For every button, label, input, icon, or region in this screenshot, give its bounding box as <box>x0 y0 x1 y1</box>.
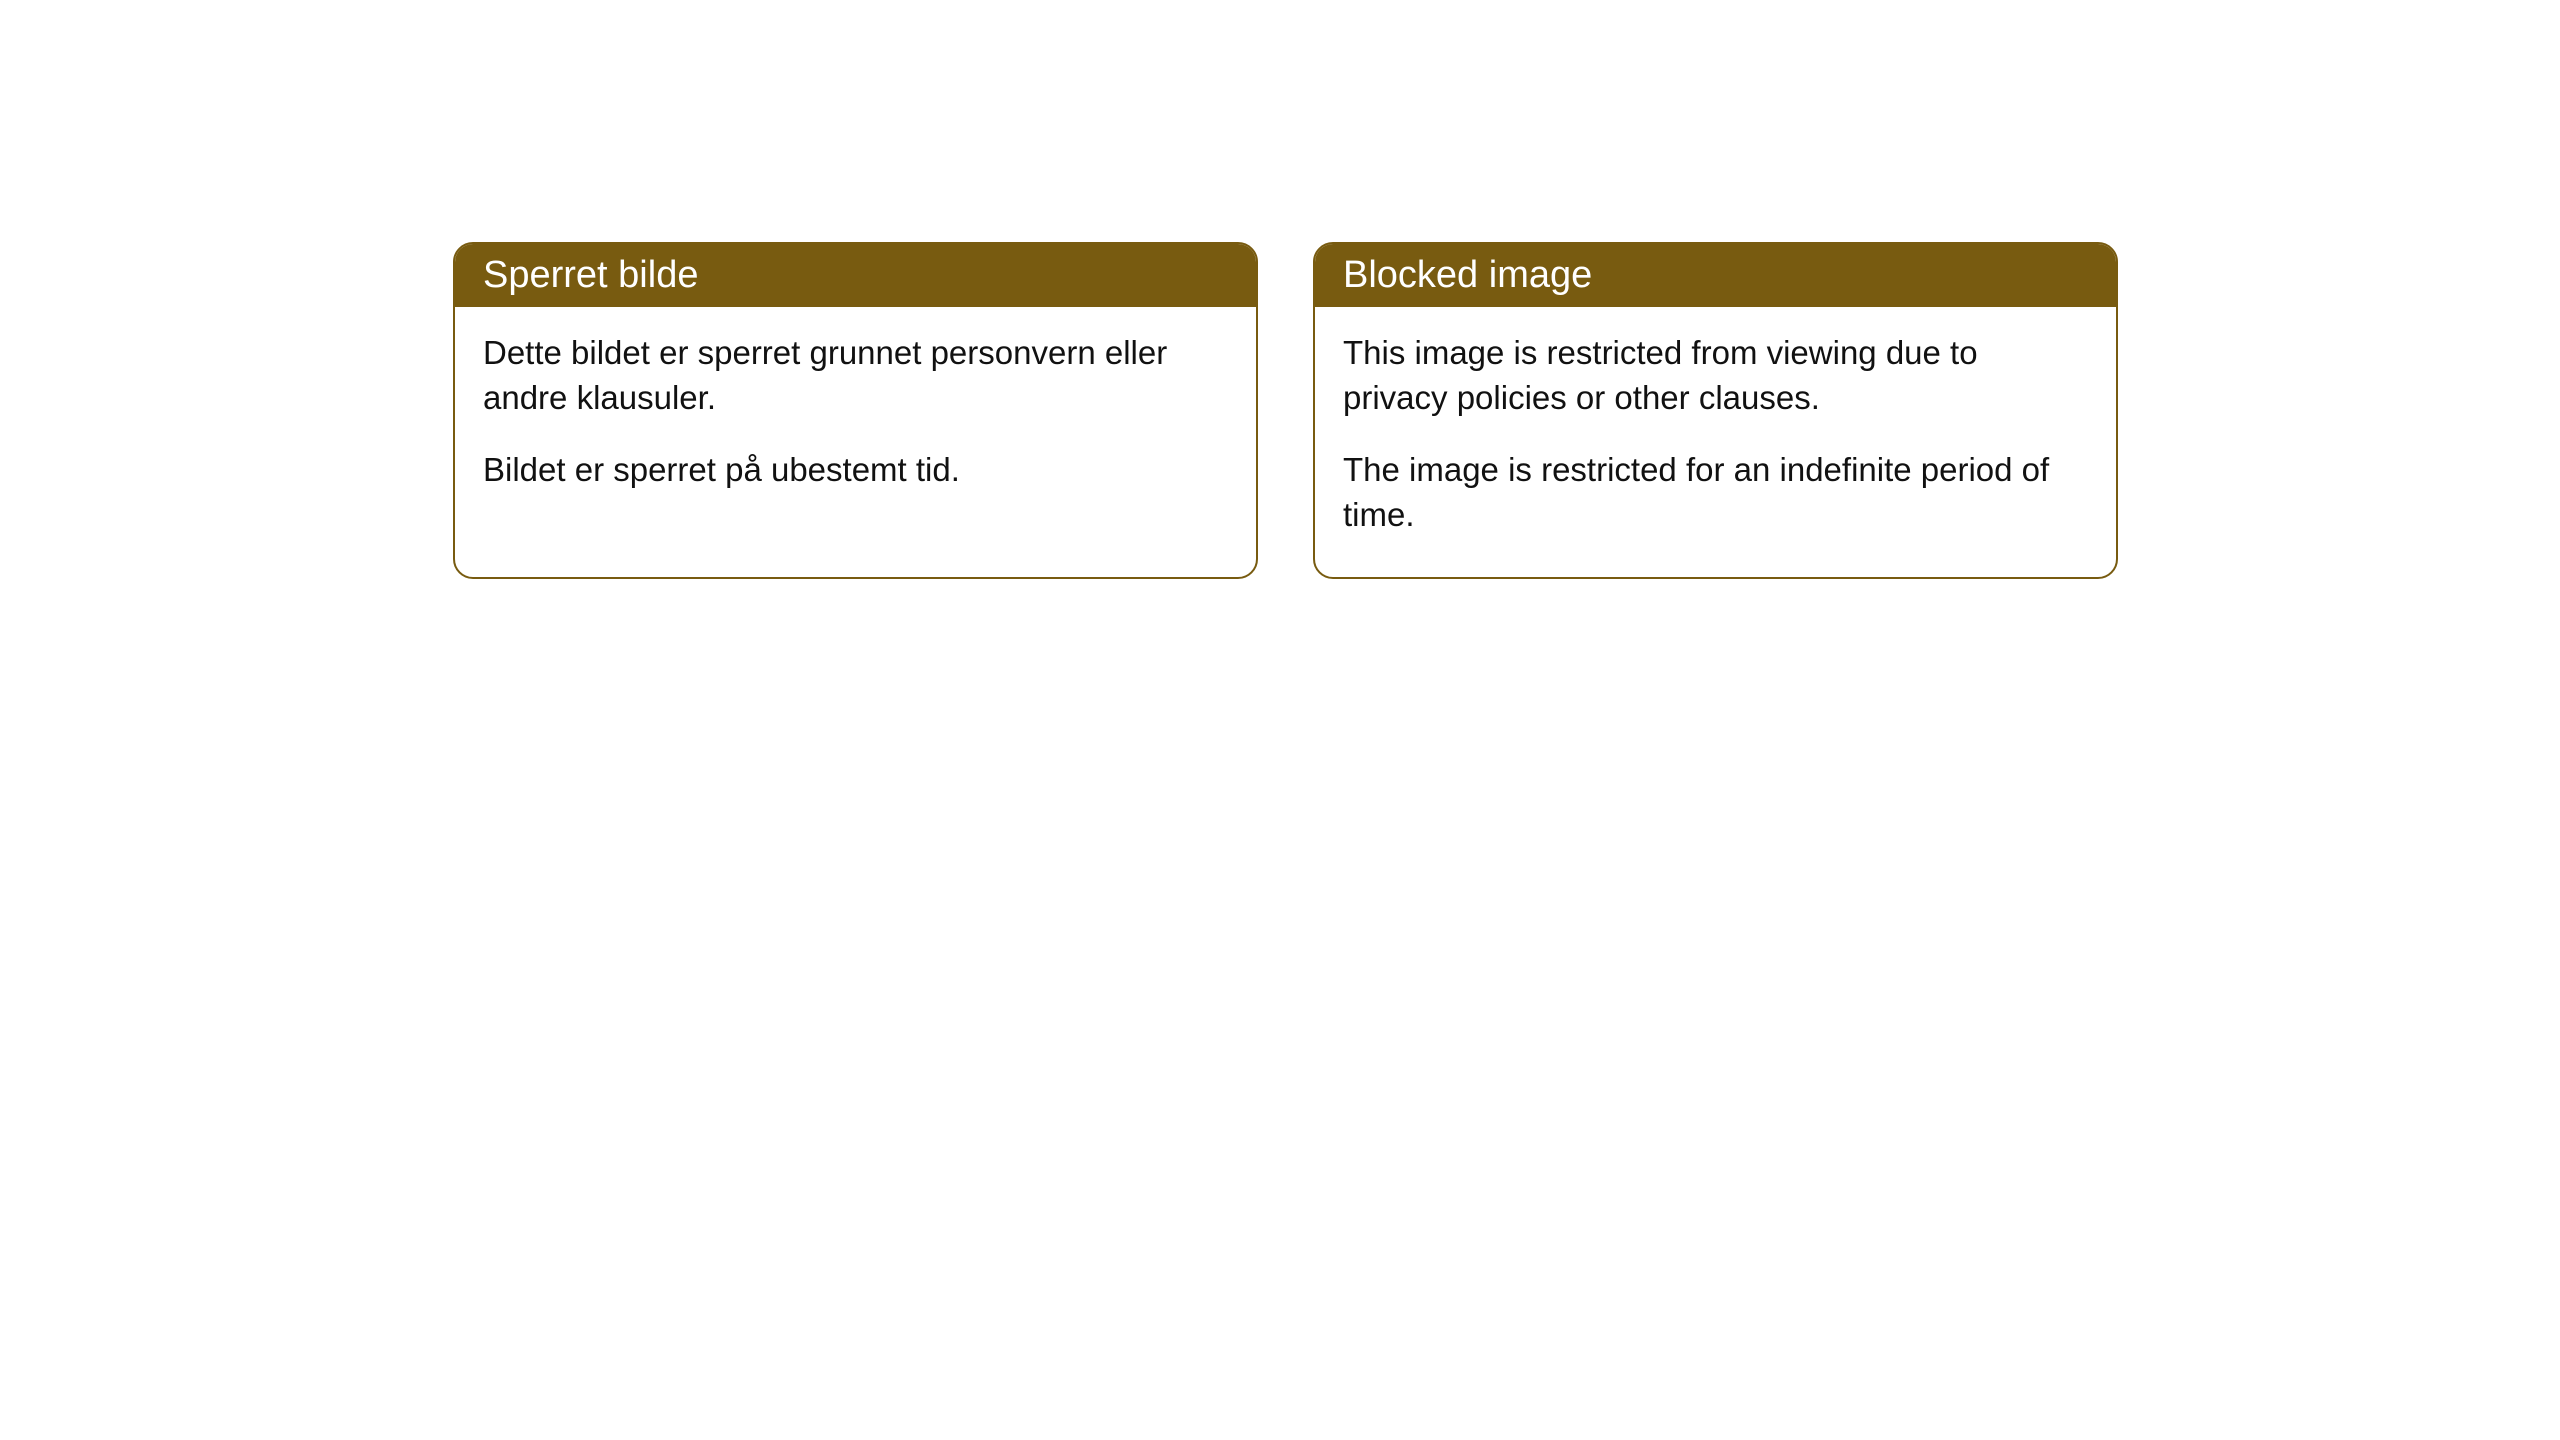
card-body-no: Dette bildet er sperret grunnet personve… <box>455 307 1256 533</box>
card-text-no-1: Dette bildet er sperret grunnet personve… <box>483 331 1228 420</box>
card-text-no-2: Bildet er sperret på ubestemt tid. <box>483 448 1228 493</box>
card-text-en-2: The image is restricted for an indefinit… <box>1343 448 2088 537</box>
notice-container: Sperret bilde Dette bildet er sperret gr… <box>453 242 2118 579</box>
card-header-no: Sperret bilde <box>455 244 1256 307</box>
blocked-image-card-en: Blocked image This image is restricted f… <box>1313 242 2118 579</box>
card-header-en: Blocked image <box>1315 244 2116 307</box>
card-body-en: This image is restricted from viewing du… <box>1315 307 2116 577</box>
blocked-image-card-no: Sperret bilde Dette bildet er sperret gr… <box>453 242 1258 579</box>
card-text-en-1: This image is restricted from viewing du… <box>1343 331 2088 420</box>
